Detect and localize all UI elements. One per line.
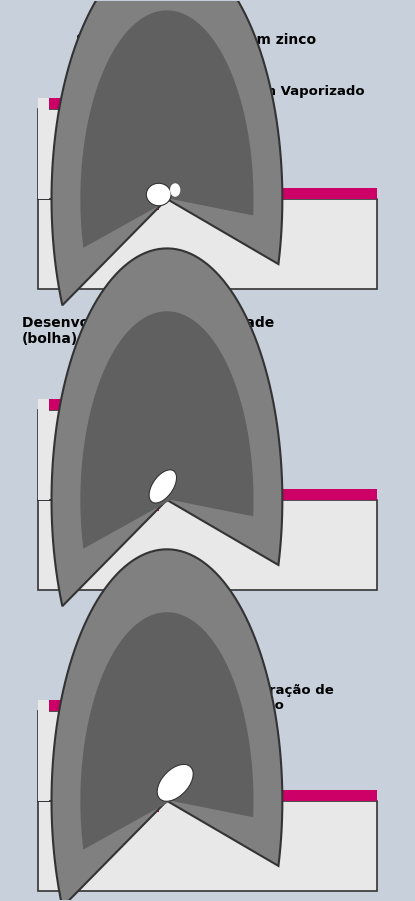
Ellipse shape [170, 183, 181, 196]
Text: Desenvolvimento de porosidade
(bolha): Desenvolvimento de porosidade (bolha) [22, 315, 274, 346]
Text: Geração de
poço: Geração de poço [187, 684, 334, 724]
FancyBboxPatch shape [39, 801, 376, 890]
Bar [39, 98, 167, 109]
Bar [39, 399, 49, 500]
FancyBboxPatch shape [39, 109, 167, 199]
Polygon shape [51, 249, 282, 606]
FancyBboxPatch shape [39, 500, 376, 590]
Bar [241, 188, 376, 199]
Bar [51, 801, 159, 812]
Bar [39, 98, 49, 199]
Bar [39, 399, 167, 410]
Bar [241, 489, 376, 500]
Polygon shape [81, 612, 254, 850]
Ellipse shape [146, 183, 171, 205]
Bar [51, 500, 159, 511]
Polygon shape [81, 311, 254, 549]
Polygon shape [51, 550, 282, 901]
Bar [39, 700, 49, 801]
FancyBboxPatch shape [39, 199, 376, 289]
Bar [241, 790, 376, 801]
Polygon shape [81, 11, 254, 248]
Polygon shape [51, 0, 282, 305]
Bar [51, 199, 159, 210]
Text: Zn Vaporizado: Zn Vaporizado [171, 85, 365, 125]
Text: Superfície revestida com zinco: Superfície revestida com zinco [76, 32, 316, 48]
Ellipse shape [157, 764, 193, 801]
FancyBboxPatch shape [39, 711, 167, 801]
FancyBboxPatch shape [39, 410, 167, 500]
Ellipse shape [149, 469, 176, 503]
Bar [39, 700, 167, 711]
